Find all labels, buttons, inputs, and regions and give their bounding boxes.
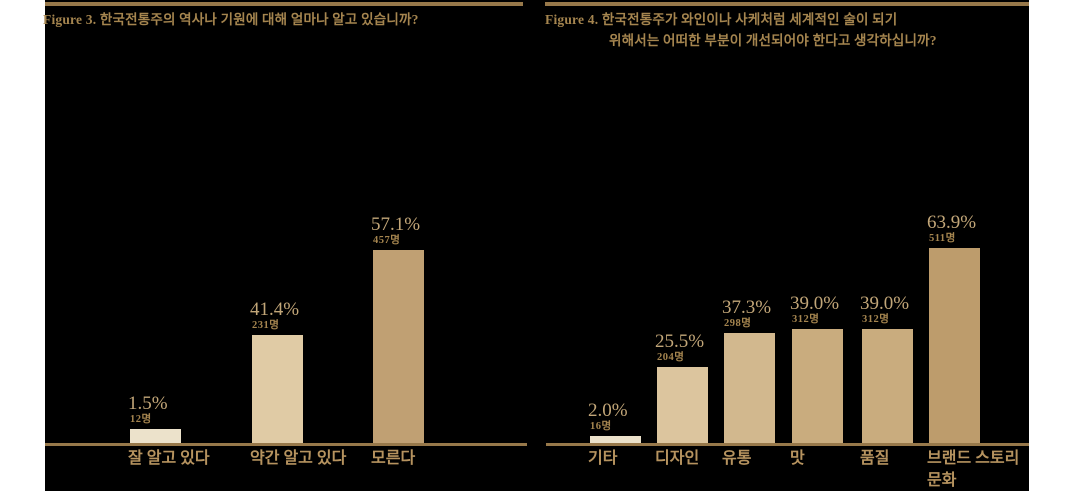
category-label: 맛 [790,450,805,467]
figure3-title: Figure 3. 한국전통주의 역사나 기원에 대해 얼마나 알고 있습니까? [43,12,419,27]
category-label: 잘 알고 있다 [128,450,210,467]
chart-bar [252,335,303,443]
value-percent-label: 39.0% [860,293,910,314]
value-count-label: 511명 [929,233,956,244]
value-percent-label: 63.9% [927,212,977,233]
chart-bar [792,329,843,443]
value-percent-label: 57.1% [371,214,421,235]
value-percent-label: 39.0% [790,293,840,314]
value-count-label: 12명 [130,414,152,425]
figure4-title-line2: 위해서는 어떠한 부분이 개선되어야 한다고 생각하십니까? [609,33,937,48]
figure4-axis-line [546,443,1029,446]
chart-bar [657,367,708,443]
value-count-label: 204명 [657,352,685,363]
category-label: 디자인 [655,450,700,467]
value-count-label: 231명 [252,320,280,331]
category-label: 유통 [722,450,752,467]
value-percent-label: 41.4% [250,299,300,320]
value-percent-label: 1.5% [128,393,168,414]
value-count-label: 457명 [373,235,401,246]
chart-bar [724,333,775,443]
category-label: 모른다 [371,450,416,467]
value-percent-label: 2.0% [588,400,628,421]
chart-bar [130,429,181,443]
top-rule-right [545,2,1029,6]
top-rule-left [45,2,523,6]
chart-bar [373,250,424,443]
category-label: 기타 [588,450,618,467]
value-count-label: 312명 [862,314,890,325]
category-label: 문화 [927,472,957,489]
chart-bar [929,248,980,443]
value-percent-label: 25.5% [655,331,705,352]
figure4-title-line1: Figure 4. 한국전통주가 와인이나 사케처럼 세계적인 술이 되기 [545,12,898,27]
category-label: 브랜드 스토리 [927,450,1020,467]
chart-bar [590,436,641,443]
chart-bar [862,329,913,443]
value-count-label: 16명 [590,421,612,432]
value-percent-label: 37.3% [722,297,772,318]
figure3-axis-line [45,443,527,446]
category-label: 약간 알고 있다 [250,450,347,467]
category-label: 품질 [860,450,890,467]
value-count-label: 312명 [792,314,820,325]
value-count-label: 298명 [724,318,752,329]
